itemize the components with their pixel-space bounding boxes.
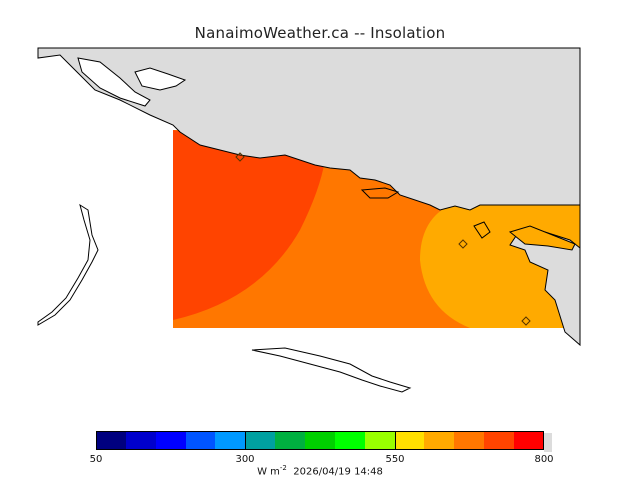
colorbar-swatch: [275, 431, 306, 450]
colorbar-swatch: [514, 431, 544, 450]
colorbar-swatch: [185, 431, 216, 450]
colorbar-tick: [245, 431, 246, 450]
island-southeast-3: [473, 221, 491, 239]
units-label: W m: [257, 466, 280, 478]
station-marker: [521, 316, 531, 326]
station-markers: [235, 152, 531, 326]
timestamp: 2026/04/19 14:48: [293, 466, 383, 478]
island-southeast-1: [360, 187, 400, 199]
colorbar-label-550: 550: [385, 454, 405, 465]
colorbar-swatch: [484, 431, 515, 450]
insolation-west-zone: [173, 130, 325, 320]
island-western-outline: [37, 203, 99, 326]
colorbar-swatch: [125, 431, 156, 450]
colorbar-swatch: [96, 431, 126, 450]
units-exponent: -2: [279, 464, 287, 472]
island-southeast-2: [508, 225, 576, 251]
island-northwest-2: [134, 67, 187, 91]
station-marker: [458, 239, 468, 249]
island-northwest-1: [77, 57, 151, 107]
colorbar-swatch: [424, 431, 455, 450]
colorbar-label-max: 800: [534, 454, 554, 465]
colorbar-swatch: [334, 431, 365, 450]
colorbar-swatch: [155, 431, 186, 450]
colorbar-tick: [395, 431, 396, 450]
island-southern-outline: [251, 347, 412, 393]
colorbar-swatch: [305, 431, 335, 450]
colorbar-swatch: [394, 431, 425, 450]
footer-caption: W m-2 2026/04/19 14:48: [0, 464, 640, 477]
map-title: NanaimoWeather.ca -- Insolation: [194, 24, 446, 42]
mainland-landmass: [37, 47, 581, 347]
colorbar-swatch: [454, 431, 485, 450]
colorbar-label-min: 50: [89, 454, 103, 465]
colorbar-swatch: [364, 431, 395, 450]
colorbar-swatch: [215, 431, 246, 450]
colorbar: [96, 431, 544, 450]
colorbar-shadow: [544, 433, 552, 452]
colorbar-label-300: 300: [235, 454, 255, 465]
colorbar-swatch: [245, 431, 276, 450]
station-marker: [235, 152, 245, 162]
